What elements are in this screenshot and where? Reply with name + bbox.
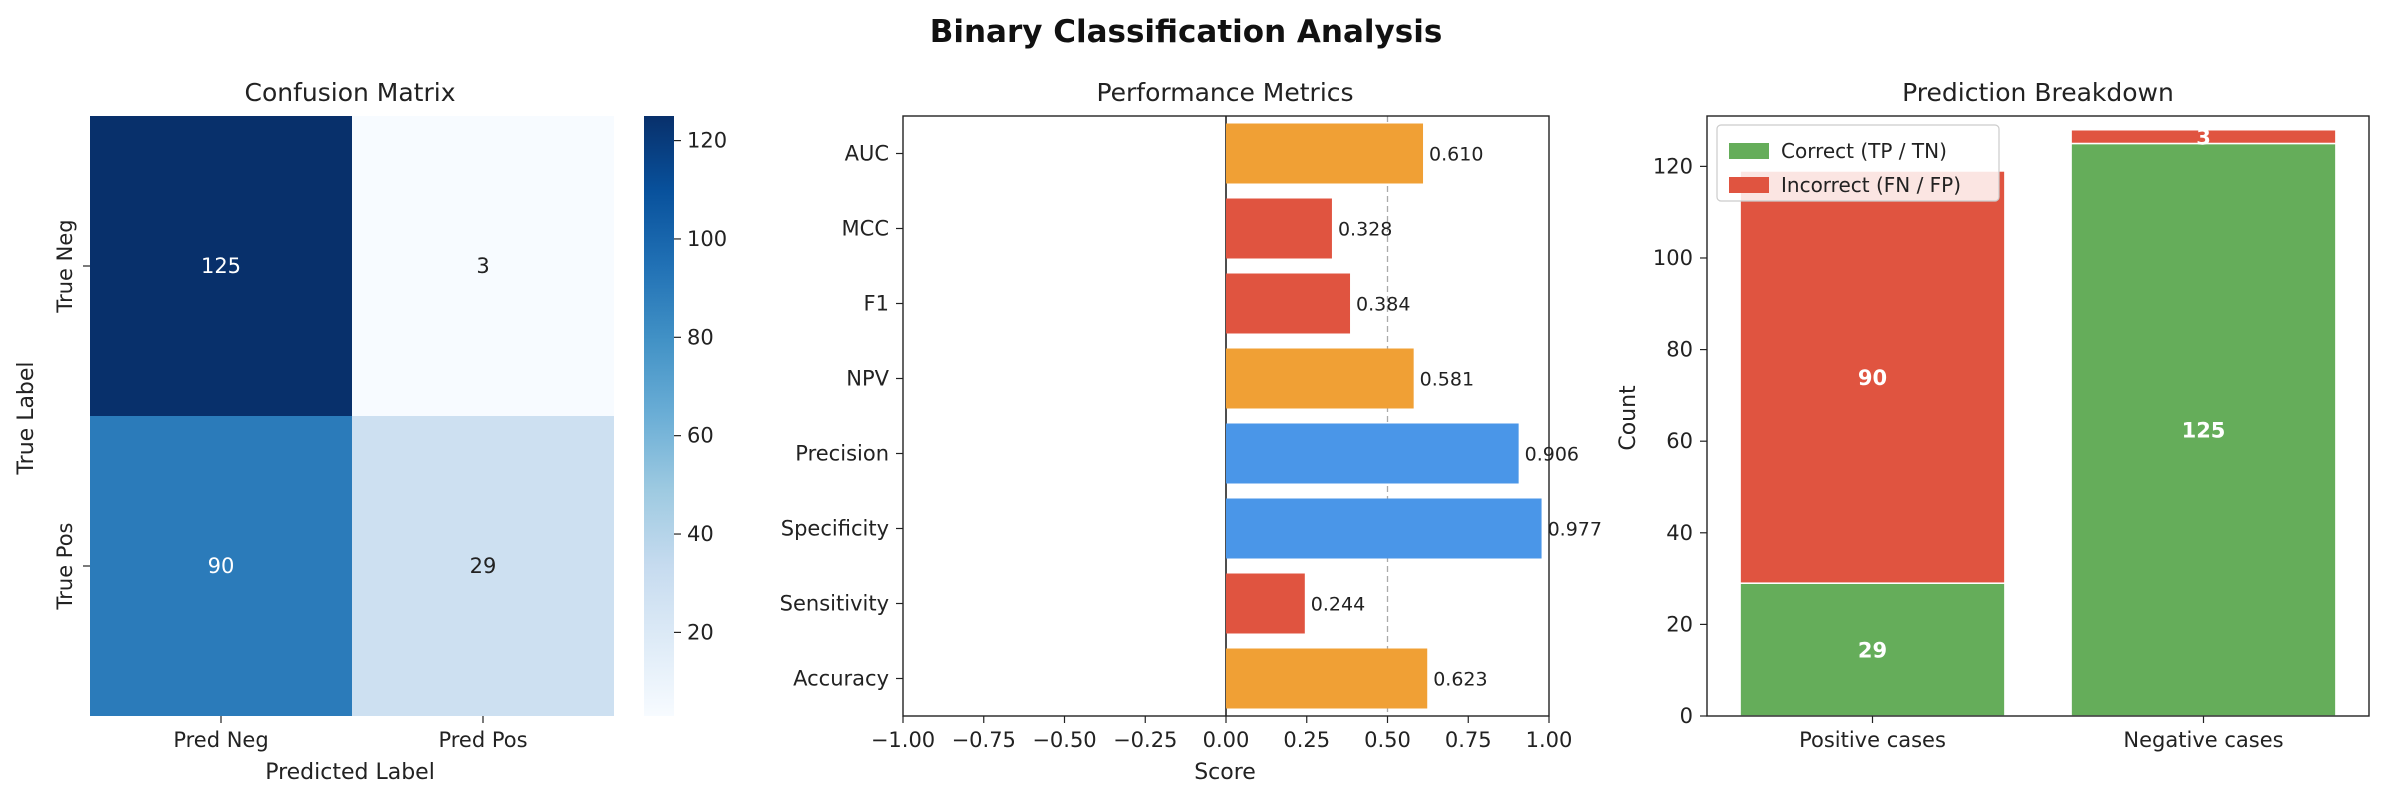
axes-frame — [1706, 115, 2370, 717]
heatmap-cell — [352, 116, 614, 416]
performance-metrics-xlabel: Score — [1194, 760, 1256, 785]
y-tick-label: 40 — [1666, 521, 1693, 545]
colorbar-tick-label: 20 — [687, 620, 714, 644]
x-tick-label: Pred Neg — [173, 728, 268, 752]
x-tick-label: −0.50 — [1032, 728, 1096, 752]
metric-bar — [1226, 498, 1542, 559]
metric-bar — [1226, 348, 1414, 409]
heatmap-cell-label: 29 — [470, 554, 497, 578]
y-tick-label: 100 — [1653, 246, 1693, 270]
y-tick-label: 0 — [1680, 704, 1693, 728]
metric-value-label: 0.977 — [1548, 519, 1602, 541]
heatmap-cell-label: 125 — [201, 254, 241, 278]
metric-bar — [1226, 273, 1351, 334]
metric-value-label: 0.581 — [1420, 369, 1474, 391]
heatmap-cell — [90, 116, 352, 416]
incorrect-segment — [2070, 128, 2337, 145]
colorbar-tick-label: 120 — [687, 129, 727, 153]
x-tick-label: −0.75 — [952, 728, 1016, 752]
performance-metrics-title: Performance Metrics — [1096, 78, 1353, 107]
x-tick-label: −0.25 — [1113, 728, 1177, 752]
metric-value-label: 0.906 — [1525, 444, 1579, 466]
legend-label: Incorrect (FN / FP) — [1781, 173, 1961, 197]
metric-name-label: MCC — [842, 217, 889, 241]
metric-value-label: 0.244 — [1311, 594, 1365, 616]
metric-bar — [1226, 648, 1428, 709]
figure-title: Binary Classification Analysis — [930, 14, 1443, 50]
metric-name-label: NPV — [846, 367, 889, 391]
axes-frame — [902, 115, 1550, 717]
x-tick-label: 1.00 — [1526, 728, 1573, 752]
colorbar-tick-label: 60 — [687, 424, 714, 448]
x-tick-label: Pred Pos — [438, 728, 527, 752]
metric-value-label: 0.384 — [1356, 294, 1410, 316]
x-tick-label: −1.00 — [871, 728, 935, 752]
performance-metrics-panel: Performance Metrics Score 0.623 Accuracy 0… — [780, 78, 1602, 785]
prediction-breakdown-panel: Prediction Breakdown Count 29 90 Positive … — [1616, 78, 2370, 752]
x-tick-label: Negative cases — [2123, 728, 2283, 752]
prediction-breakdown-title: Prediction Breakdown — [1902, 78, 2174, 107]
x-tick-label: Positive cases — [1799, 728, 1946, 752]
metric-name-label: Sensitivity — [780, 592, 889, 616]
metric-bar — [1226, 423, 1519, 484]
legend-swatch — [1729, 177, 1769, 193]
metric-bar — [1226, 123, 1424, 184]
heatmap-cell — [352, 416, 614, 716]
metric-value-label: 0.610 — [1429, 144, 1483, 166]
prediction-breakdown-ylabel: Count — [1616, 385, 1641, 451]
segment-value-label: 3 — [2196, 126, 2211, 150]
legend: Correct (TP / TN) Incorrect (FN / FP) — [1716, 124, 2000, 202]
metric-name-label: Accuracy — [793, 667, 889, 691]
metric-name-label: Precision — [795, 442, 889, 466]
y-tick-label: 80 — [1666, 338, 1693, 362]
colorbar-tick-label: 40 — [687, 522, 714, 546]
y-tick-label: True Pos — [53, 523, 77, 611]
metric-bar — [1226, 198, 1332, 259]
colorbar — [644, 116, 674, 716]
metric-value-label: 0.623 — [1433, 669, 1487, 691]
legend-box — [1716, 124, 2000, 202]
segment-value-label: 90 — [1858, 366, 1887, 390]
y-tick-label: True Neg — [53, 219, 77, 313]
confusion-matrix-ylabel: True Label — [14, 361, 39, 475]
legend-swatch — [1729, 143, 1769, 159]
y-tick-label: 60 — [1666, 429, 1693, 453]
x-tick-label: 0.75 — [1445, 728, 1492, 752]
metric-name-label: F1 — [864, 292, 889, 316]
confusion-matrix-title: Confusion Matrix — [244, 78, 455, 107]
legend-label: Correct (TP / TN) — [1781, 139, 1947, 163]
x-tick-label: 0.25 — [1283, 728, 1330, 752]
metric-name-label: AUC — [845, 142, 889, 166]
segment-value-label: 125 — [2182, 419, 2226, 443]
heatmap-cell — [90, 416, 352, 716]
correct-segment — [2070, 142, 2337, 717]
heatmap-cell-label: 90 — [208, 554, 235, 578]
heatmap-cell-label: 3 — [476, 254, 489, 278]
correct-segment — [1739, 582, 2006, 717]
y-tick-label: 20 — [1666, 612, 1693, 636]
colorbar-tick-label: 100 — [687, 227, 727, 251]
metric-value-label: 0.328 — [1338, 219, 1392, 241]
y-tick-label: 120 — [1653, 154, 1693, 178]
confusion-matrix-panel: Confusion Matrix Predicted Label True La… — [14, 78, 727, 785]
x-tick-label: 0.00 — [1203, 728, 1250, 752]
metric-name-label: Specificity — [781, 517, 889, 541]
metric-bar — [1226, 573, 1305, 634]
segment-value-label: 29 — [1858, 639, 1887, 663]
confusion-matrix-xlabel: Predicted Label — [265, 760, 435, 785]
colorbar-tick-label: 80 — [687, 325, 714, 349]
x-tick-label: 0.50 — [1364, 728, 1411, 752]
